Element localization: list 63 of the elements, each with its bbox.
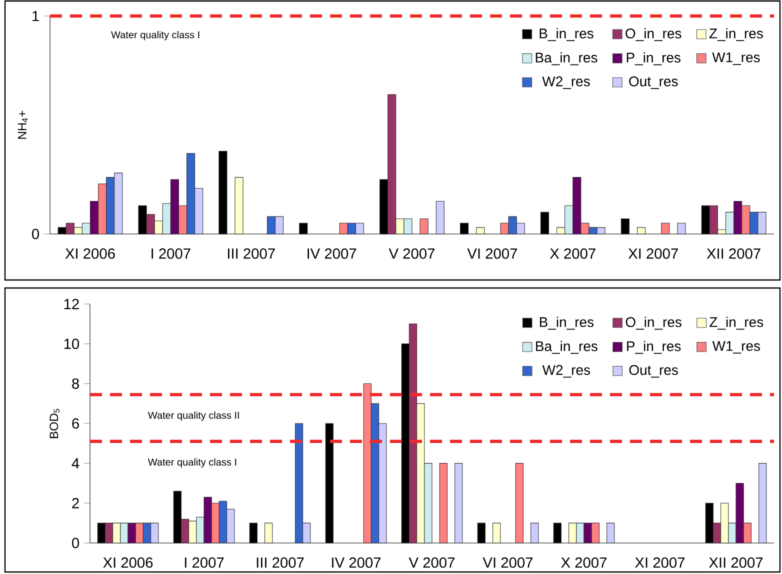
x-tick-label: III 2007 bbox=[228, 248, 275, 259]
ref-line-label: Water quality class I bbox=[111, 30, 200, 40]
x-tick-label: I 2007 bbox=[152, 248, 190, 259]
y-axis-title: BOD$_{5}$ bbox=[50, 408, 60, 438]
x-tick-label: XII 2007 bbox=[709, 557, 763, 568]
legend-label: O_in_res bbox=[626, 28, 682, 42]
x-tick-label: X 2007 bbox=[561, 557, 606, 568]
y-axis-title: NH$_{4}$+ bbox=[18, 110, 28, 139]
bar bbox=[636, 227, 646, 234]
bar bbox=[606, 522, 615, 544]
legend-label: P_in_res bbox=[627, 340, 681, 354]
y-tick-label: 6 bbox=[72, 418, 79, 429]
x-tick-label: XI 2007 bbox=[635, 557, 685, 568]
bar bbox=[439, 463, 448, 544]
bar bbox=[264, 522, 273, 544]
legend-label: W1_res bbox=[712, 341, 760, 354]
x-tick-label: XI 2006 bbox=[103, 557, 153, 568]
y-tick-label: 10 bbox=[64, 338, 80, 350]
legend-label: P_in_res bbox=[626, 52, 680, 66]
bar bbox=[476, 227, 485, 234]
bar bbox=[492, 522, 501, 544]
x-tick-label: III 2007 bbox=[256, 557, 304, 568]
y-tick-label: 12 bbox=[64, 298, 79, 310]
bar bbox=[758, 463, 767, 544]
legend-label: Out_res bbox=[629, 365, 678, 378]
x-tick-label: XII 2007 bbox=[706, 248, 760, 259]
legend-label: W1_res bbox=[712, 52, 760, 65]
x-tick-label: VI 2007 bbox=[467, 248, 517, 259]
bar bbox=[436, 201, 444, 234]
y-tick-label: 2 bbox=[72, 498, 79, 508]
x-tick-label: V 2007 bbox=[408, 557, 454, 568]
y-tick-label: 1 bbox=[32, 10, 39, 22]
bar bbox=[677, 222, 686, 234]
bar bbox=[515, 463, 524, 544]
bar bbox=[420, 218, 428, 234]
legend-label: B_in_res bbox=[540, 28, 594, 42]
y-tick-label: 0 bbox=[72, 538, 80, 548]
legend-label: O_in_res bbox=[626, 316, 682, 330]
bar bbox=[661, 222, 670, 234]
legend-label: Ba_in_res bbox=[536, 52, 598, 66]
bar bbox=[530, 522, 539, 544]
x-tick-label: X 2007 bbox=[550, 248, 596, 259]
legend-label: W2_res bbox=[542, 76, 590, 89]
legend-label: Z_in_res bbox=[709, 28, 763, 42]
x-tick-label: I 2007 bbox=[184, 557, 224, 568]
y-tick-label: 0 bbox=[32, 228, 40, 240]
bar bbox=[234, 177, 244, 234]
y-tick-label: 8 bbox=[72, 378, 79, 389]
x-tick-label: XI 2007 bbox=[628, 248, 678, 259]
x-tick-label: VI 2007 bbox=[482, 557, 533, 568]
ref-line-label: Water quality class II bbox=[148, 411, 239, 421]
legend-label: Ba_in_res bbox=[536, 340, 598, 354]
x-tick-label: XI 2006 bbox=[65, 248, 115, 259]
legend-label: W2_res bbox=[542, 365, 590, 378]
x-tick-label: IV 2007 bbox=[308, 248, 356, 259]
ref-line-label: Water quality class I bbox=[148, 458, 236, 468]
x-tick-label: V 2007 bbox=[388, 248, 434, 259]
y-tick-label: 4 bbox=[72, 458, 80, 468]
legend-label: B_in_res bbox=[540, 316, 594, 330]
bar bbox=[454, 463, 463, 544]
legend-label: Out_res bbox=[629, 76, 678, 89]
legend-label: Z_in_res bbox=[710, 316, 764, 330]
x-tick-label: IV 2007 bbox=[332, 557, 381, 568]
